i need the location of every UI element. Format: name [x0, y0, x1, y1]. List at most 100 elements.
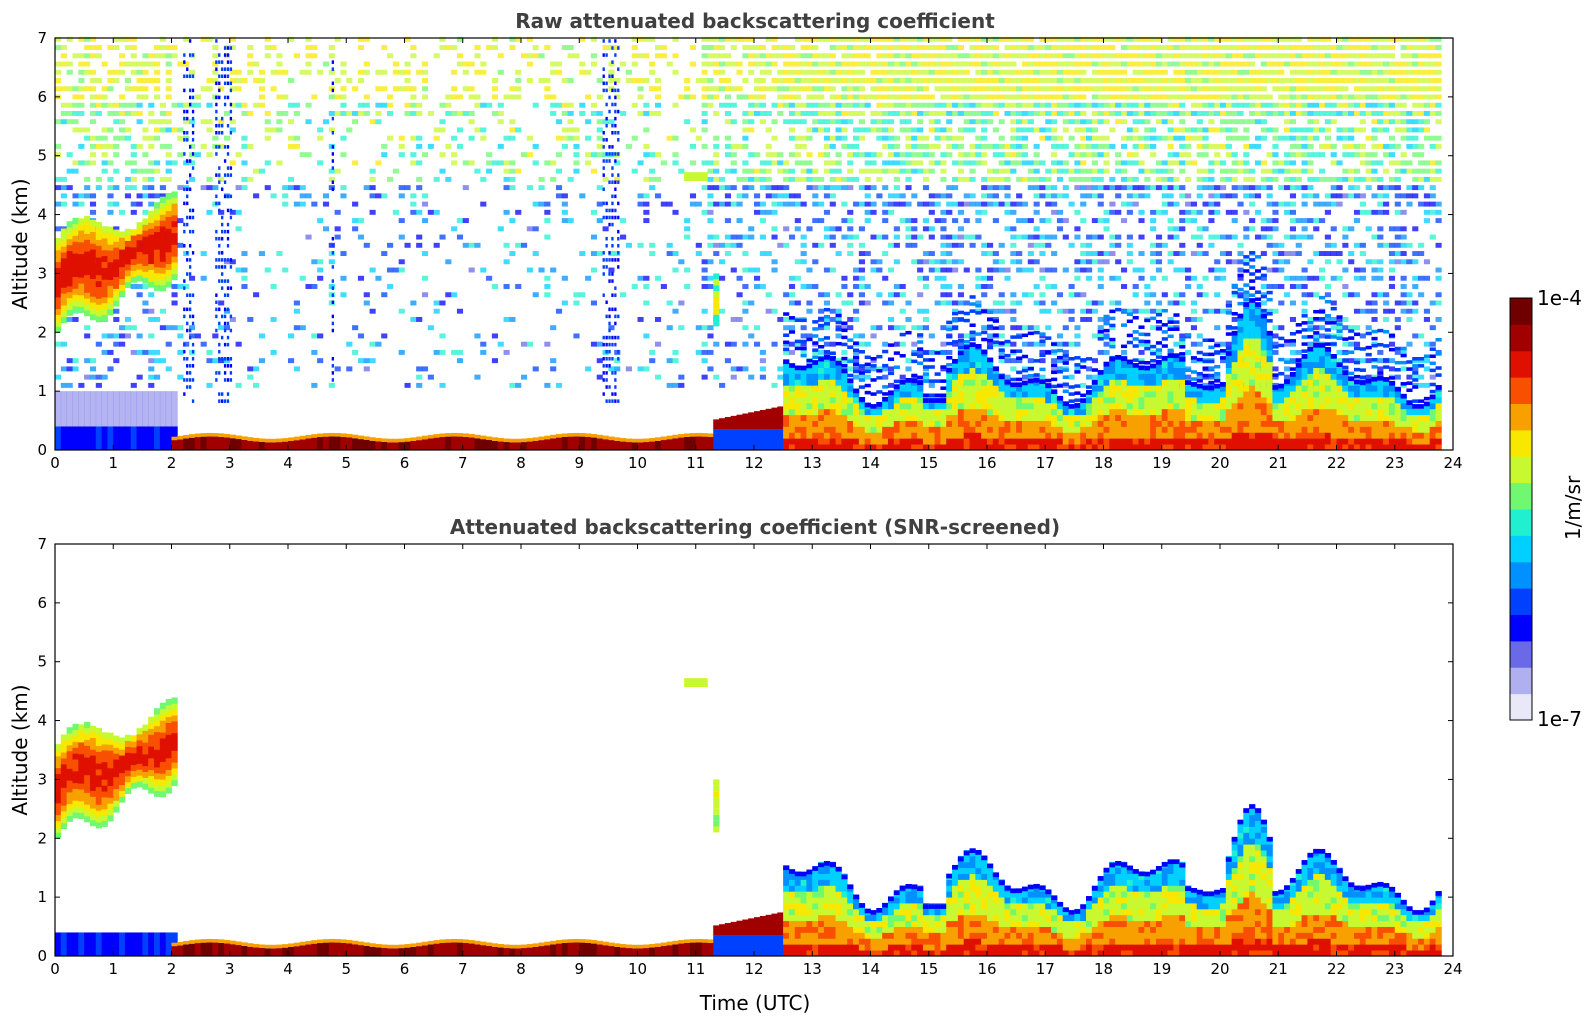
thin-surface-layer-edge	[689, 433, 697, 437]
noise-cell	[666, 201, 673, 207]
noise-cell	[928, 349, 935, 355]
noise-cell	[922, 94, 930, 100]
noise-cell	[858, 300, 865, 306]
noise-cell	[89, 78, 97, 83]
noise-cell	[928, 45, 935, 51]
noise-cell	[66, 185, 73, 191]
noise-cell	[567, 218, 574, 224]
noise-cell	[1039, 176, 1046, 182]
elevated-layer-cell	[165, 210, 172, 217]
noise-cell	[1109, 94, 1116, 100]
noise-cell	[159, 193, 166, 199]
noise-cell	[596, 374, 603, 380]
noise-cell	[1132, 53, 1139, 59]
boundary-layer-cell	[893, 432, 901, 439]
noise-cell	[841, 119, 848, 125]
noise-cell	[719, 102, 726, 108]
noise-cell	[975, 300, 982, 306]
noise-cell	[730, 86, 737, 92]
boundary-layer-cell	[969, 408, 976, 416]
elevated-layer-cell	[84, 274, 91, 281]
noise-cell	[707, 242, 714, 248]
noise-cell	[987, 86, 994, 92]
noise-cell	[917, 347, 924, 351]
noise-cell	[369, 176, 376, 182]
noise-cell	[433, 127, 440, 133]
noise-cell	[1091, 61, 1098, 67]
noise-cell	[462, 110, 469, 116]
noise-cell	[917, 53, 924, 59]
noise-cell	[253, 78, 260, 83]
noise-cell	[352, 349, 359, 355]
noise-cell	[579, 36, 586, 42]
noise-cell	[55, 61, 62, 67]
noise-cell	[1010, 349, 1017, 353]
noise-cell	[788, 284, 796, 289]
noise-cell	[142, 127, 149, 133]
elevated-layer-cell	[55, 273, 62, 280]
noise-cell	[1091, 110, 1098, 116]
noise-cell	[922, 45, 930, 51]
noise-cell	[1097, 53, 1104, 59]
noise-cell	[1010, 143, 1017, 149]
boundary-layer-cell	[992, 408, 1000, 416]
noise-cell	[89, 160, 97, 166]
noise-cell	[853, 143, 860, 149]
noise-cell	[672, 209, 679, 215]
noise-cell	[410, 86, 417, 92]
noise-cell	[911, 373, 918, 378]
noise-cell	[521, 374, 528, 380]
boundary-layer-cell	[1132, 426, 1139, 433]
noise-cell	[1051, 45, 1058, 51]
elevated-layer-cell	[154, 261, 161, 268]
noise-cell	[800, 284, 807, 289]
elevated-layer-cell	[159, 267, 167, 274]
noise-cell	[375, 341, 382, 347]
elevated-layer-cell	[154, 249, 161, 256]
noise-cell	[1120, 284, 1128, 289]
boundary-layer-cell	[1039, 391, 1046, 398]
noise-cell	[503, 94, 510, 100]
noise-cell	[427, 209, 434, 215]
noise-cell	[1132, 61, 1139, 67]
boundary-layer-cell	[1091, 391, 1099, 398]
noise-cell	[853, 316, 860, 322]
noise-cell	[1126, 308, 1133, 314]
noise-cell	[724, 135, 731, 141]
noise-cell	[724, 94, 731, 100]
boundary-layer-cell	[847, 402, 854, 410]
noise-cell	[1150, 351, 1157, 356]
elevated-layer-cell	[113, 270, 120, 278]
noise-cell	[649, 358, 656, 364]
noise-cell	[841, 342, 848, 347]
noise-cell	[998, 300, 1005, 306]
noise-cell	[433, 209, 440, 215]
thin-surface-layer-edge	[352, 434, 359, 439]
noise-cell	[987, 338, 994, 343]
boundary-layer-cell	[957, 432, 965, 439]
noise-cell	[893, 365, 900, 369]
noise-cell	[823, 234, 831, 240]
noise-cell	[922, 226, 930, 232]
boundary-layer-cell	[1051, 391, 1058, 398]
noise-cell	[113, 143, 120, 149]
elevated-layer-cell	[55, 285, 62, 292]
noise-cell	[678, 259, 685, 265]
transition-lower-cell	[759, 429, 767, 450]
elevated-layer-cell	[165, 275, 172, 282]
elevated-layer-cell	[72, 247, 79, 254]
noise-cell	[1115, 152, 1122, 158]
surface-layer-cell	[101, 426, 108, 450]
boundary-layer-cell	[1120, 408, 1128, 416]
noise-cell	[1074, 53, 1081, 59]
boundary-layer-cell	[1033, 420, 1040, 427]
noise-cell	[1068, 316, 1075, 322]
noise-cell	[579, 110, 586, 116]
boundary-layer-cell	[783, 361, 790, 368]
noise-cell	[72, 168, 79, 174]
boundary-layer-cell	[1150, 391, 1157, 398]
noise-cell	[1115, 307, 1122, 312]
noise-cell	[1132, 330, 1139, 334]
noise-cell	[78, 127, 85, 133]
noise-cell	[375, 193, 382, 199]
